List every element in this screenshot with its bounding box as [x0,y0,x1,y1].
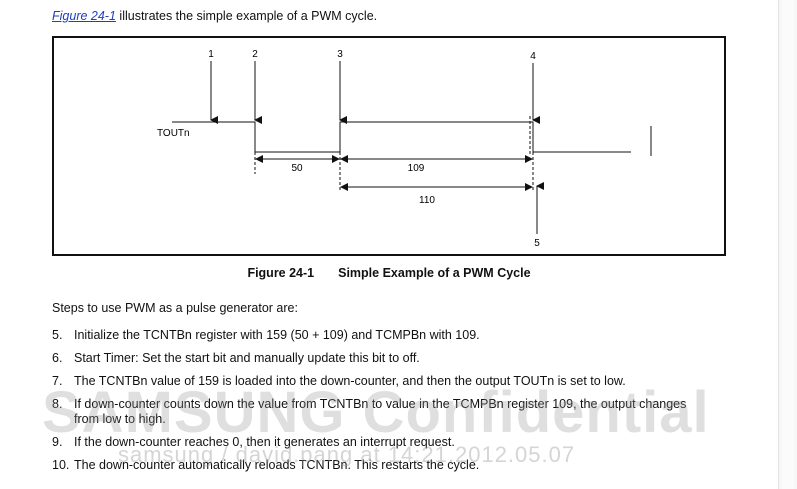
list-item: 9. If the down-counter reaches 0, then it… [52,435,692,450]
interval-110-label: 110 [419,195,435,206]
marker-label-3: 3 [337,49,343,60]
marker-label-1: 1 [208,49,214,60]
figure-caption: Figure 24-1 Simple Example of a PWM Cycle [0,266,778,280]
step-text: Start Timer: Set the start bit and manua… [74,351,420,365]
list-item: 10. The down-counter automatically reload… [52,458,692,473]
marker-label-4: 4 [530,51,536,62]
intro-text: illustrates the simple example of a PWM … [115,9,378,23]
step-text: Initialize the TCNTBn register with 159 … [74,328,480,342]
step-number: 6. [52,351,63,365]
figure-caption-title: Simple Example of a PWM Cycle [338,266,531,280]
list-item: 7. The TCNTBn value of 159 is loaded into… [52,374,692,389]
list-item: 8. If down-counter counts down the value … [52,397,692,427]
marker-label-2: 2 [252,49,258,60]
step-text: The down-counter automatically reloads T… [74,458,480,472]
document-page: Figure 24-1 illustrates the simple examp… [0,0,778,489]
steps-list: 5. Initialize the TCNTBn register with 15… [52,328,692,481]
marker-label-5: 5 [534,238,540,249]
signal-label: TOUTn [157,128,190,139]
intro-paragraph: Figure 24-1 illustrates the simple examp… [52,9,377,23]
step-number: 8. [52,397,63,411]
step-number: 7. [52,374,63,388]
step-number: 9. [52,435,63,449]
figure-link[interactable]: Figure 24-1 [52,9,116,23]
scrollbar-thumb[interactable] [782,0,794,489]
section-intro: Steps to use PWM as a pulse generator ar… [52,301,298,315]
step-text: If the down-counter reaches 0, then it g… [74,435,455,449]
step-number: 5. [52,328,63,342]
list-item: 6. Start Timer: Set the start bit and man… [52,351,692,366]
interval-50-label: 50 [291,163,303,174]
tout-waveform [172,121,631,153]
interval-109-label: 109 [408,163,425,174]
list-item: 5. Initialize the TCNTBn register with 15… [52,328,692,343]
step-text: If down-counter counts down the value fr… [74,397,687,426]
vertical-scrollbar[interactable] [778,0,797,489]
figure-caption-number: Figure 24-1 [247,266,315,280]
pwm-timing-diagram: 1 2 3 4 5 TOUTn 50 109 [157,49,652,249]
step-number: 10. [52,458,70,472]
step-text: The TCNTBn value of 159 is loaded into t… [74,374,626,388]
pwm-figure: 1 2 3 4 5 TOUTn 50 109 [52,36,726,256]
